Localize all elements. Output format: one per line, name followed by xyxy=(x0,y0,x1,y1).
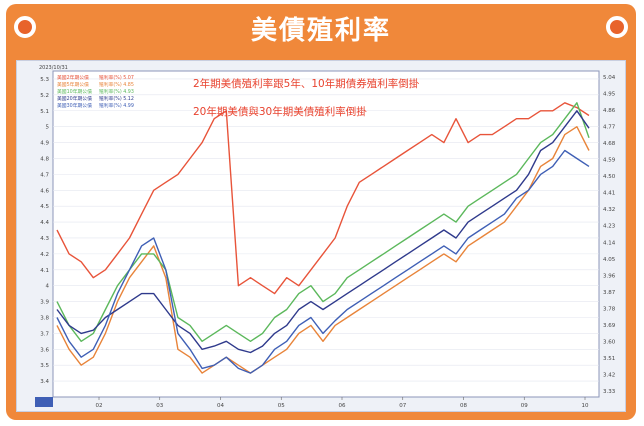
right-tick-label: 3.42 xyxy=(603,372,615,378)
left-tick-label: 4 xyxy=(46,284,50,290)
right-tick-label: 3.51 xyxy=(603,356,615,362)
chart-panel: 3.4 3.5 3.6 3.7 3.8 3.9 4 4.1 4.2 4.3 4.4 4.5 4.6 4.7… xyxy=(16,60,626,412)
right-tick-label: 4.32 xyxy=(603,207,615,213)
left-tick-label: 3.8 xyxy=(40,315,49,321)
header-bar: 美債殖利率 xyxy=(6,4,636,50)
left-tick-label: 4.8 xyxy=(40,156,49,162)
left-tick-label: 5.2 xyxy=(40,93,49,99)
right-tick-label: 4.86 xyxy=(603,108,616,114)
x-tick-label: 03 xyxy=(156,403,163,409)
series-line-3 xyxy=(56,110,590,354)
left-tick-label: 4.2 xyxy=(40,252,49,258)
left-tick-label: 3.5 xyxy=(40,363,49,369)
right-tick-label: 4.59 xyxy=(603,158,616,164)
legend-value: 殖利率(%) 4.99 xyxy=(99,102,134,109)
right-tick-label: 4.23 xyxy=(603,224,616,230)
ring-right-icon xyxy=(606,16,628,38)
series-line-4 xyxy=(56,149,590,374)
x-tick-label: 06 xyxy=(339,403,346,409)
page-title: 美債殖利率 xyxy=(250,16,391,46)
legend-label: 美國30年期公債 xyxy=(57,102,92,109)
date-label: 2023/10/31 xyxy=(39,65,68,71)
left-tick-label: 4.5 xyxy=(40,204,49,210)
right-tick-label: 3.78 xyxy=(603,306,616,312)
legend-label: 美國20年期公債 xyxy=(57,95,92,102)
right-tick-label: 4.50 xyxy=(603,174,616,180)
legend-value: 殖利率(%) 4.85 xyxy=(99,81,134,88)
series-line-0 xyxy=(56,102,590,295)
chart-card: 美債殖利率 3.4 3.5 3.6 3.7 3.8 3.9 4 4.1 4.2 4.3 4.4 4.5… xyxy=(6,4,636,420)
left-tick-label: 4.6 xyxy=(40,188,49,194)
right-tick-label: 4.68 xyxy=(603,141,616,147)
series-line-2 xyxy=(56,102,590,342)
right-tick-label: 3.60 xyxy=(603,339,616,345)
annotation-inversion-2y: 2年期美債殖利率跟5年、10年期債券殖利率倒掛 xyxy=(193,77,420,90)
plot-area xyxy=(52,70,600,398)
left-tick-label: 3.4 xyxy=(40,379,49,385)
left-tick-label: 5.3 xyxy=(40,77,49,83)
left-tick-label: 4.3 xyxy=(40,236,49,242)
right-tick-label: 4.05 xyxy=(603,257,616,263)
left-tick-label: 4.9 xyxy=(40,141,49,147)
left-tick-label: 4.4 xyxy=(40,220,49,226)
x-tick-label: 02 xyxy=(96,403,103,409)
left-tick-label: 3.7 xyxy=(40,331,49,337)
ring-left-icon xyxy=(14,16,36,38)
legend-value: 殖利率(%) 5.07 xyxy=(99,74,134,81)
right-tick-label: 4.14 xyxy=(603,240,616,246)
right-tick-label: 3.69 xyxy=(603,323,616,329)
x-tick-label: 07 xyxy=(399,403,406,409)
right-tick-label: 4.95 xyxy=(603,92,616,98)
x-tick-label: 10 xyxy=(582,403,589,409)
left-tick-label: 5 xyxy=(46,125,50,131)
x-tick-label: 05 xyxy=(278,403,285,409)
left-tick-label: 3.9 xyxy=(40,300,49,306)
left-tick-label: 4.1 xyxy=(40,268,49,274)
left-tick-label: 5.1 xyxy=(40,109,49,115)
right-tick-label: 4.77 xyxy=(603,125,616,131)
x-tick-label: 09 xyxy=(521,403,528,409)
right-tick-label: 3.87 xyxy=(603,290,616,296)
legend-value: 殖利率(%) 5.12 xyxy=(99,95,134,102)
right-tick-label: 4.41 xyxy=(603,191,615,197)
annotation-inversion-20y: 20年期美債與30年期美債殖利率倒掛 xyxy=(193,105,367,118)
right-tick-label: 5.04 xyxy=(603,75,616,81)
legend-label: 美國2年期公債 xyxy=(57,74,89,81)
x-tick-label: 08 xyxy=(460,403,467,409)
scroll-handle[interactable] xyxy=(35,397,53,407)
right-tick-label: 3.33 xyxy=(603,389,616,395)
yield-chart: 3.4 3.5 3.6 3.7 3.8 3.9 4 4.1 4.2 4.3 4.4 4.5 4.6 4.7… xyxy=(35,65,616,409)
legend-label: 美國5年期公債 xyxy=(57,81,89,88)
left-tick-label: 4.7 xyxy=(40,172,49,178)
left-tick-label: 3.6 xyxy=(40,347,49,353)
x-tick-label: 04 xyxy=(217,403,224,409)
series-line-1 xyxy=(56,125,590,374)
legend-value: 殖利率(%) 4.93 xyxy=(99,88,134,95)
right-tick-label: 3.96 xyxy=(603,273,616,279)
legend-label: 美國10年期公債 xyxy=(57,88,92,95)
